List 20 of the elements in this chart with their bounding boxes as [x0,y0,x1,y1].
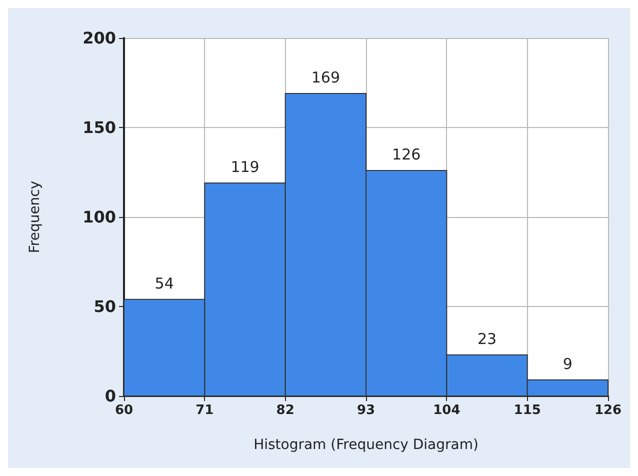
y-tick-label: 50 [94,297,116,316]
data-label: 119 [230,158,260,176]
x-tick-label: 115 [514,403,541,418]
y-axis-title: Frequency [27,180,43,254]
x-axis-title: Histogram (Frequency Diagram) [254,437,478,453]
data-label: 9 [562,354,572,373]
data-label: 126 [392,145,421,164]
x-tick-label: 104 [433,403,460,418]
y-tick-label: 150 [82,118,116,137]
x-tick-label: 82 [276,403,294,418]
y-tick-label: 200 [82,28,116,48]
x-tick-label: 71 [196,403,214,418]
y-tick-label: 100 [82,208,116,226]
data-label: 169 [311,68,340,86]
data-label: 23 [477,330,497,348]
x-tick-label: 126 [594,403,622,418]
data-label: 54 [154,274,174,292]
y-tick-label: 0 [104,386,116,406]
x-tick-label: 93 [356,403,376,418]
x-tick-label: 60 [114,403,134,418]
